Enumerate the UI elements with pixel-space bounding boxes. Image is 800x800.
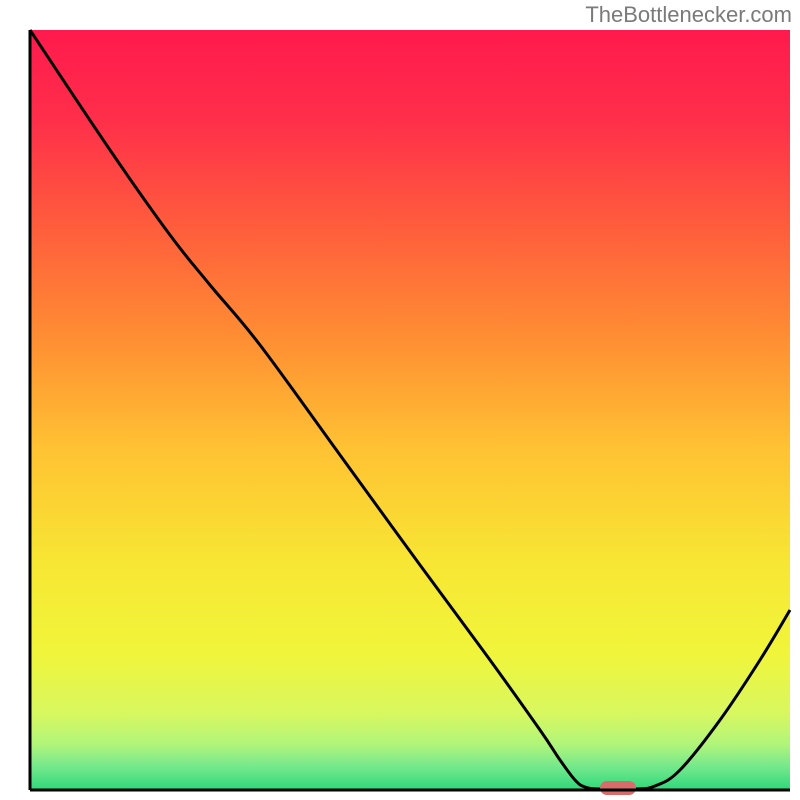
plot-background: [30, 30, 790, 790]
chart-container: TheBottlenecker.com: [0, 0, 800, 800]
watermark-text: TheBottlenecker.com: [585, 2, 792, 28]
chart-svg: [0, 0, 800, 800]
optimum-marker: [600, 781, 636, 795]
